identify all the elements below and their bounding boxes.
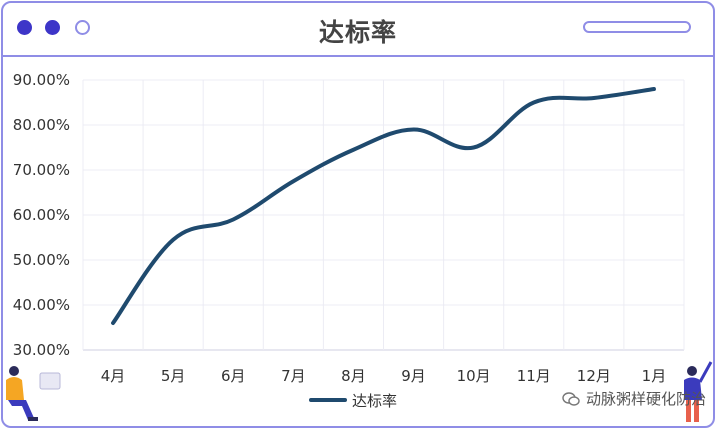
- data-point: [592, 96, 596, 100]
- y-tick-label: 60.00%: [13, 206, 70, 224]
- y-tick-label: 80.00%: [13, 116, 70, 134]
- data-point: [351, 148, 355, 152]
- x-tick-label: 10月: [457, 367, 491, 385]
- person-sitting-illustration-icon: [6, 366, 61, 421]
- wechat-icon: [562, 391, 580, 406]
- chart-grid: [82, 79, 685, 351]
- watermark: 动脉粥样硬化防治: [562, 388, 706, 409]
- x-tick-label: 12月: [577, 367, 611, 385]
- x-tick-label: 11月: [517, 367, 551, 385]
- chart-series: [111, 87, 656, 325]
- x-tick-label: 5月: [161, 367, 186, 385]
- data-point: [652, 87, 656, 91]
- x-tick-label: 1月: [642, 367, 667, 385]
- y-tick-label: 50.00%: [13, 251, 70, 269]
- data-point: [231, 218, 235, 222]
- window-pill-decoration: [583, 21, 691, 33]
- y-tick-label: 40.00%: [13, 296, 70, 314]
- series-line: [111, 87, 656, 325]
- data-point: [291, 179, 295, 183]
- chart-title: 达标率: [318, 18, 397, 47]
- watermark-text: 动脉粥样硬化防治: [585, 390, 706, 408]
- person-standing-illustration-icon: [684, 361, 713, 422]
- window-titlebar: 达标率: [3, 3, 713, 57]
- data-point: [171, 238, 175, 242]
- legend-label: 达标率: [352, 392, 397, 410]
- x-tick-label: 8月: [341, 367, 366, 385]
- chart-legend: 达标率: [309, 392, 397, 410]
- window-dot-outline-icon: [75, 20, 90, 35]
- window-dot-filled-icon: [17, 20, 32, 35]
- window-dot-filled-icon: [45, 20, 60, 35]
- data-point: [472, 146, 476, 150]
- y-tick-label: 70.00%: [13, 161, 70, 179]
- x-axis: 4月 5月 6月 7月 8月 9月 10月 11月 12月 1月: [101, 367, 666, 385]
- y-axis: 30.00% 40.00% 50.00% 60.00% 70.00% 80.00% 90.0…: [13, 71, 70, 359]
- y-tick-label: 30.00%: [13, 341, 70, 359]
- x-tick-label: 7月: [281, 367, 306, 385]
- x-tick-label: 6月: [221, 367, 246, 385]
- y-tick-label: 90.00%: [13, 71, 70, 89]
- x-tick-label: 4月: [101, 367, 126, 385]
- data-point: [532, 101, 536, 105]
- x-tick-label: 9月: [401, 367, 426, 385]
- data-point: [111, 321, 115, 325]
- data-point: [412, 128, 416, 132]
